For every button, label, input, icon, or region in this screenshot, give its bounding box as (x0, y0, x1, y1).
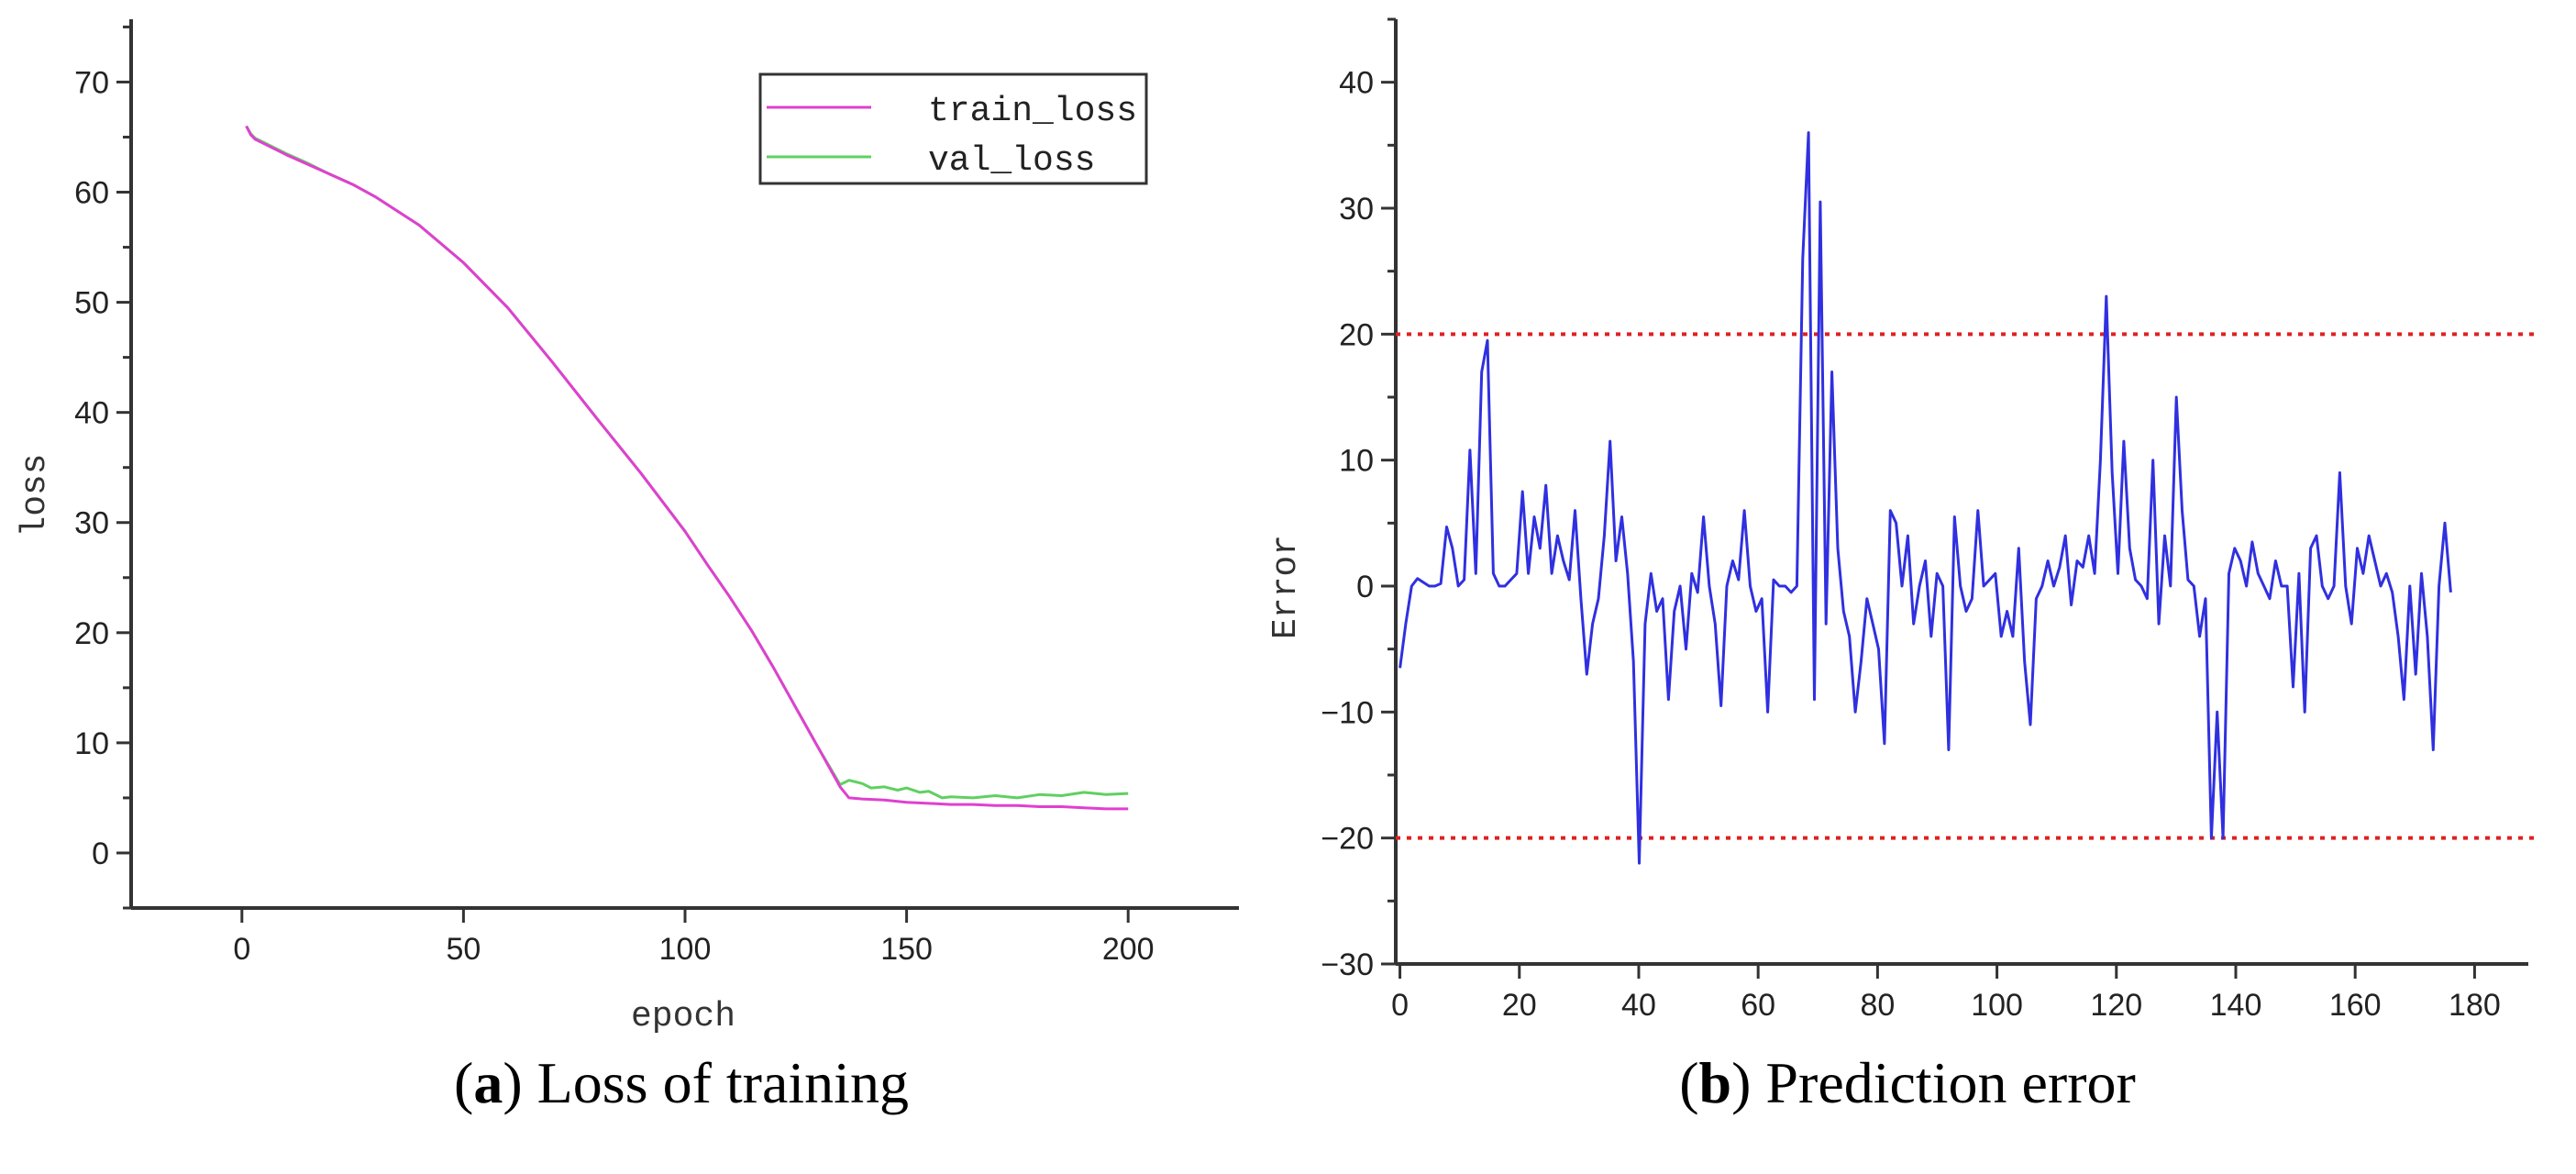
error-x-tick-label: 0 (1391, 988, 1409, 1023)
legend: train_loss val_loss (758, 72, 1148, 185)
error-x-tick-label: 40 (1621, 988, 1656, 1023)
legend-box (758, 72, 1148, 185)
caption-a-text: Loss of training (537, 1050, 909, 1115)
loss-x-tick-label: 150 (880, 932, 933, 967)
error-axes: −30 −20 −10 0 10 20 30 40 0 20 40 60 80 100 120 140 160 1… (1321, 17, 2528, 1023)
loss-chart: 0 10 20 30 40 50 60 70 0 50 100 150 200 loss epoch t… (16, 19, 1239, 1115)
series-train-loss (245, 125, 1129, 811)
error-lines (1396, 131, 2538, 865)
error-x-tick-label: 80 (1860, 988, 1895, 1023)
caption-b-letter: b (1699, 1050, 1732, 1115)
caption-a-letter: a (473, 1050, 503, 1115)
loss-y-tick-label: 20 (74, 616, 109, 651)
caption-a: (a) Loss of training (454, 1050, 909, 1115)
loss-axes: 0 10 20 30 40 50 60 70 0 50 100 150 200 (74, 19, 1239, 967)
loss-y-tick-label: 70 (74, 65, 109, 100)
loss-x-tick-label: 100 (659, 932, 712, 967)
loss-y-tick-label: 50 (74, 286, 109, 321)
error-y-tick-label: −30 (1321, 947, 1374, 982)
error-x-tick-label: 140 (2210, 988, 2262, 1023)
error-chart: −30 −20 −10 0 10 20 30 40 0 20 40 60 80 100 120 140 160 1… (1266, 17, 2538, 1115)
loss-y-tick-label: 0 (92, 836, 109, 871)
error-y-tick-label: 0 (1356, 570, 1374, 604)
error-y-tick-label: 30 (1339, 192, 1374, 227)
error-y-tick-label: −20 (1321, 822, 1374, 857)
error-y-tick-label: 40 (1339, 66, 1374, 101)
error-y-tick-label: 10 (1339, 444, 1374, 479)
loss-y-tick-label: 10 (74, 726, 109, 761)
error-x-tick-label: 180 (2449, 988, 2501, 1023)
error-y-tick-label: −10 (1321, 695, 1374, 730)
caption-b: (b) Prediction error (1679, 1050, 2136, 1115)
loss-x-tick-label: 50 (446, 932, 481, 967)
error-x-tick-label: 160 (2329, 988, 2382, 1023)
error-y-tick-label: 20 (1339, 317, 1374, 352)
error-x-tick-label: 120 (2090, 988, 2142, 1023)
loss-y-tick-label: 40 (74, 396, 109, 431)
loss-lines (245, 125, 1129, 811)
loss-x-tick-label: 200 (1102, 932, 1155, 967)
loss-x-axis-label: epoch (631, 997, 735, 1036)
loss-x-tick-label: 0 (233, 932, 250, 967)
error-x-tick-label: 20 (1502, 988, 1537, 1023)
loss-y-tick-label: 30 (74, 506, 109, 541)
loss-y-axis-label: loss (16, 453, 55, 537)
error-x-tick-label: 100 (1971, 988, 2023, 1023)
series-val-loss (245, 125, 1129, 800)
loss-y-tick-label: 60 (74, 176, 109, 211)
series-error (1399, 131, 2452, 865)
legend-label-val-loss: val_loss (928, 141, 1095, 181)
caption-b-text: Prediction error (1765, 1050, 2135, 1115)
error-x-tick-label: 60 (1741, 988, 1775, 1023)
legend-label-train-loss: train_loss (928, 92, 1137, 131)
error-y-axis-label: Error (1266, 535, 1306, 639)
